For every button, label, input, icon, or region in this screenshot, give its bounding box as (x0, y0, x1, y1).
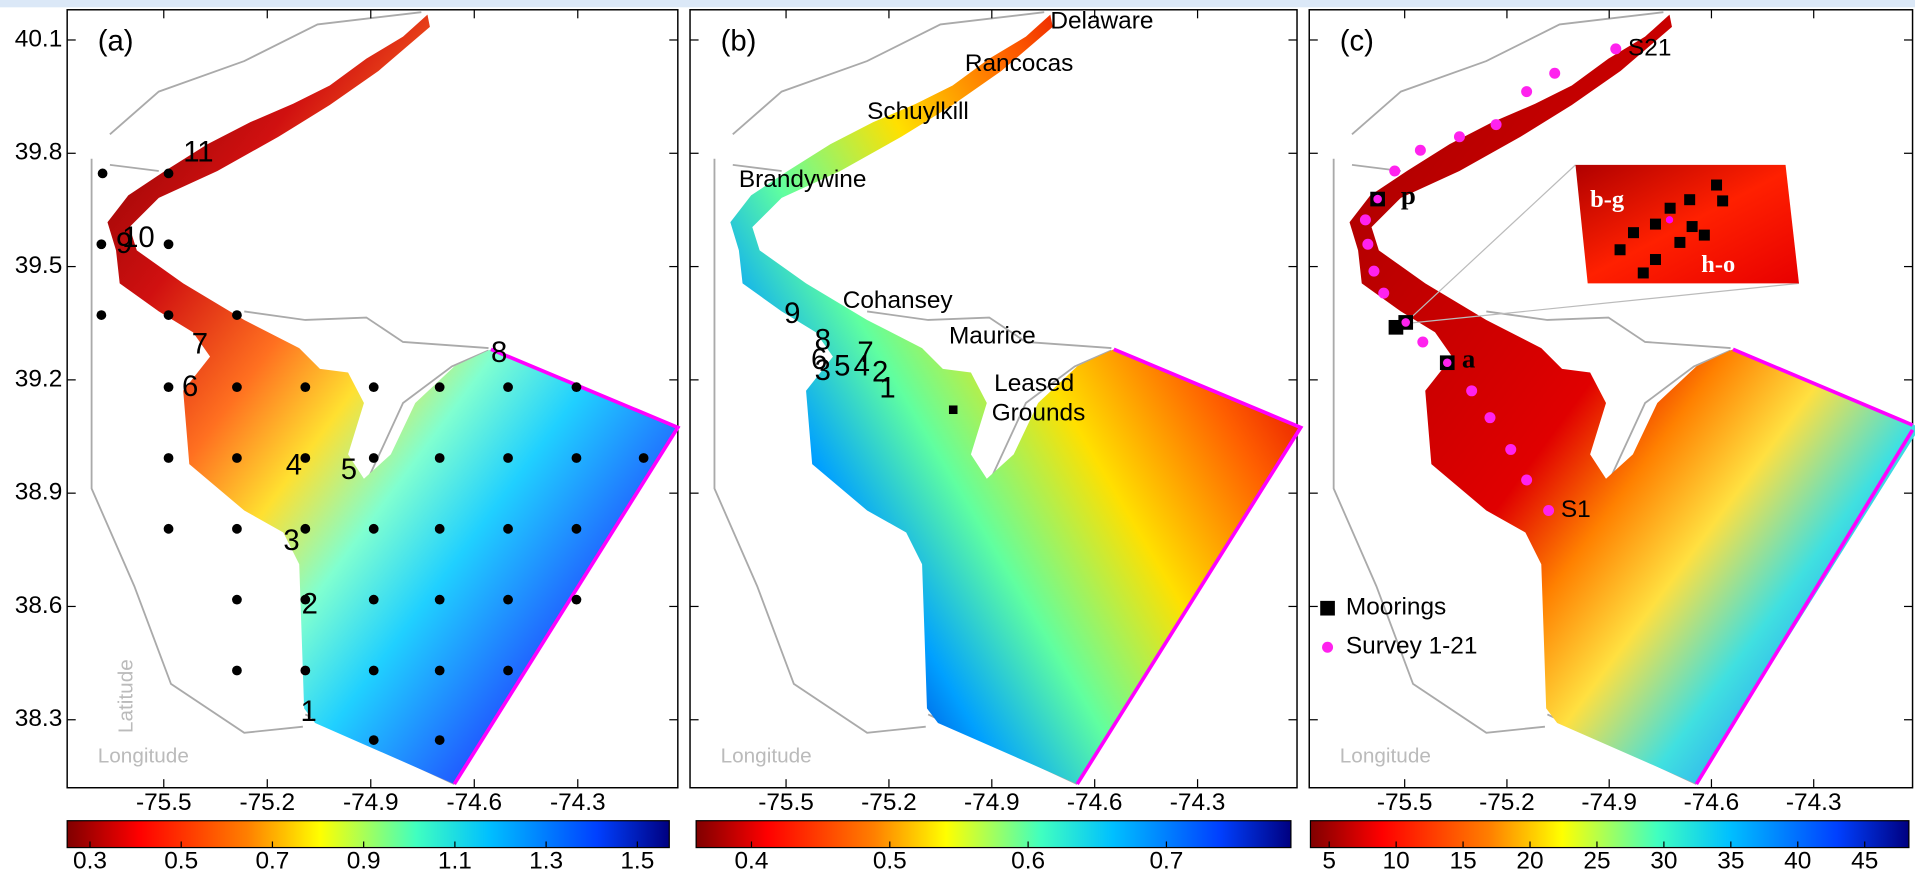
place-label: Leased (994, 370, 1074, 397)
x-tick-label: -75.2 (239, 789, 295, 816)
colorbar (67, 821, 669, 848)
station-label: 3 (815, 354, 831, 387)
site-label: S21 (1628, 34, 1671, 61)
x-tick-label: -74.3 (550, 789, 606, 816)
y-tick-label: 38.6 (15, 592, 63, 619)
x-tick-label: -74.9 (343, 789, 399, 816)
colorbar-tick-label: 0.9 (347, 848, 381, 872)
inset-label: b-g (1590, 186, 1624, 213)
colorbar-tick-label: 20 (1516, 848, 1543, 872)
x-tick-label: -74.6 (446, 789, 502, 816)
colorbar-tick-label: 1.1 (438, 848, 472, 872)
place-label: Grounds (992, 399, 1086, 426)
place-label: Schuylkill (867, 98, 969, 125)
x-tick-label: -75.5 (758, 789, 814, 816)
x-tick-label: -74.9 (1581, 789, 1637, 816)
station-label: 3 (283, 524, 299, 557)
leased-grounds-marker (949, 405, 958, 414)
site-label: S1 (1561, 496, 1591, 523)
station-label: 10 (122, 221, 155, 254)
x-tick-label: -75.2 (861, 789, 917, 816)
colorbar-tick-label: 0.5 (164, 848, 198, 872)
top-strip (0, 0, 1915, 7)
x-tick-label: -75.5 (136, 789, 192, 816)
inset-survey (1666, 216, 1673, 223)
colorbar-tick-label: 40 (1784, 848, 1811, 872)
station-label: 9 (784, 297, 800, 330)
station-label: 7 (192, 327, 208, 360)
colorbar-tick-label: 0.6 (1011, 848, 1045, 872)
colorbar-tick-label: 0.3 (73, 848, 107, 872)
legend-swatch (1320, 601, 1335, 616)
x-axis-label: Longitude (721, 745, 812, 768)
legend-swatch (1322, 642, 1333, 653)
panel-a: 1 2 3 4 5 6 7 8 9 10 11 Latitude (a)Long… (15, 10, 678, 872)
place-label: Cohansey (843, 287, 954, 314)
station-label: 5 (341, 453, 357, 486)
figure: 1 2 3 4 5 6 7 8 9 10 11 Latitude (a) Long… (0, 0, 1915, 872)
station-label: 2 (302, 588, 318, 621)
station-label: 1 (879, 371, 895, 404)
station-label: 4 (286, 448, 302, 481)
colorbar-tick-label: 0.7 (1149, 848, 1183, 872)
y-tick-label: 38.3 (15, 705, 63, 732)
colorbar (696, 821, 1291, 848)
station-label: 4 (854, 349, 870, 382)
colorbar-tick-label: 10 (1383, 848, 1410, 872)
colorbar-tick-label: 1.5 (620, 848, 654, 872)
place-label: Maurice (949, 323, 1036, 350)
legend-label: Survey 1-21 (1346, 633, 1478, 660)
station-label: 1 (300, 695, 316, 728)
panel-c: S21 p a S1 b-g h-o Moorings Survey 1-21 … (1309, 10, 1915, 872)
colorbar-tick-label: 0.4 (735, 848, 769, 872)
x-tick-label: -74.3 (1170, 789, 1226, 816)
legend-label: Moorings (1346, 594, 1446, 621)
y-axis-label: Latitude (114, 659, 137, 733)
colorbar-tick-label: 5 (1322, 848, 1336, 872)
station-label: 8 (491, 336, 507, 369)
site-label: p (1401, 180, 1416, 210)
colorbar-tick-label: 1.3 (529, 848, 563, 872)
inset-label: h-o (1701, 251, 1735, 278)
place-label: Rancocas (965, 50, 1074, 77)
y-tick-label: 40.1 (15, 25, 63, 52)
place-label: Brandywine (739, 166, 867, 193)
colorbar-tick-label: 35 (1717, 848, 1744, 872)
x-axis-label: Longitude (1340, 745, 1431, 768)
colorbar-tick-label: 25 (1583, 848, 1610, 872)
station-label: 5 (834, 349, 850, 382)
x-tick-label: -74.9 (964, 789, 1020, 816)
page: {"chart_data": [ {"type": "map", "label"… (0, 0, 1915, 872)
x-tick-label: -74.6 (1067, 789, 1123, 816)
colorbar-tick-label: 15 (1449, 848, 1476, 872)
x-axis-label: Longitude (98, 745, 189, 768)
site-label: a (1462, 344, 1476, 374)
x-tick-label: -75.2 (1479, 789, 1535, 816)
y-tick-label: 38.9 (15, 479, 63, 506)
y-tick-label: 39.8 (15, 139, 63, 166)
colorbar-tick-label: 0.5 (873, 848, 907, 872)
colorbar-tick-label: 45 (1851, 848, 1878, 872)
station-label: 11 (183, 136, 213, 169)
x-tick-label: -75.5 (1377, 789, 1433, 816)
panel-label: (b) (721, 24, 757, 57)
panel-label: (c) (1340, 24, 1374, 57)
panel-b: Delaware Rancocas Schuylkill Brandywine … (690, 7, 1301, 872)
colorbar-tick-label: 30 (1650, 848, 1677, 872)
place-label: Delaware (1050, 7, 1153, 34)
x-tick-label: -74.6 (1684, 789, 1740, 816)
panel-label: (a) (98, 24, 134, 57)
colorbar (1310, 821, 1908, 848)
colorbar-tick-label: 0.7 (255, 848, 289, 872)
y-tick-label: 39.5 (15, 252, 63, 279)
x-tick-label: -74.3 (1786, 789, 1842, 816)
station-label: 6 (182, 370, 198, 403)
y-tick-label: 39.2 (15, 365, 63, 392)
